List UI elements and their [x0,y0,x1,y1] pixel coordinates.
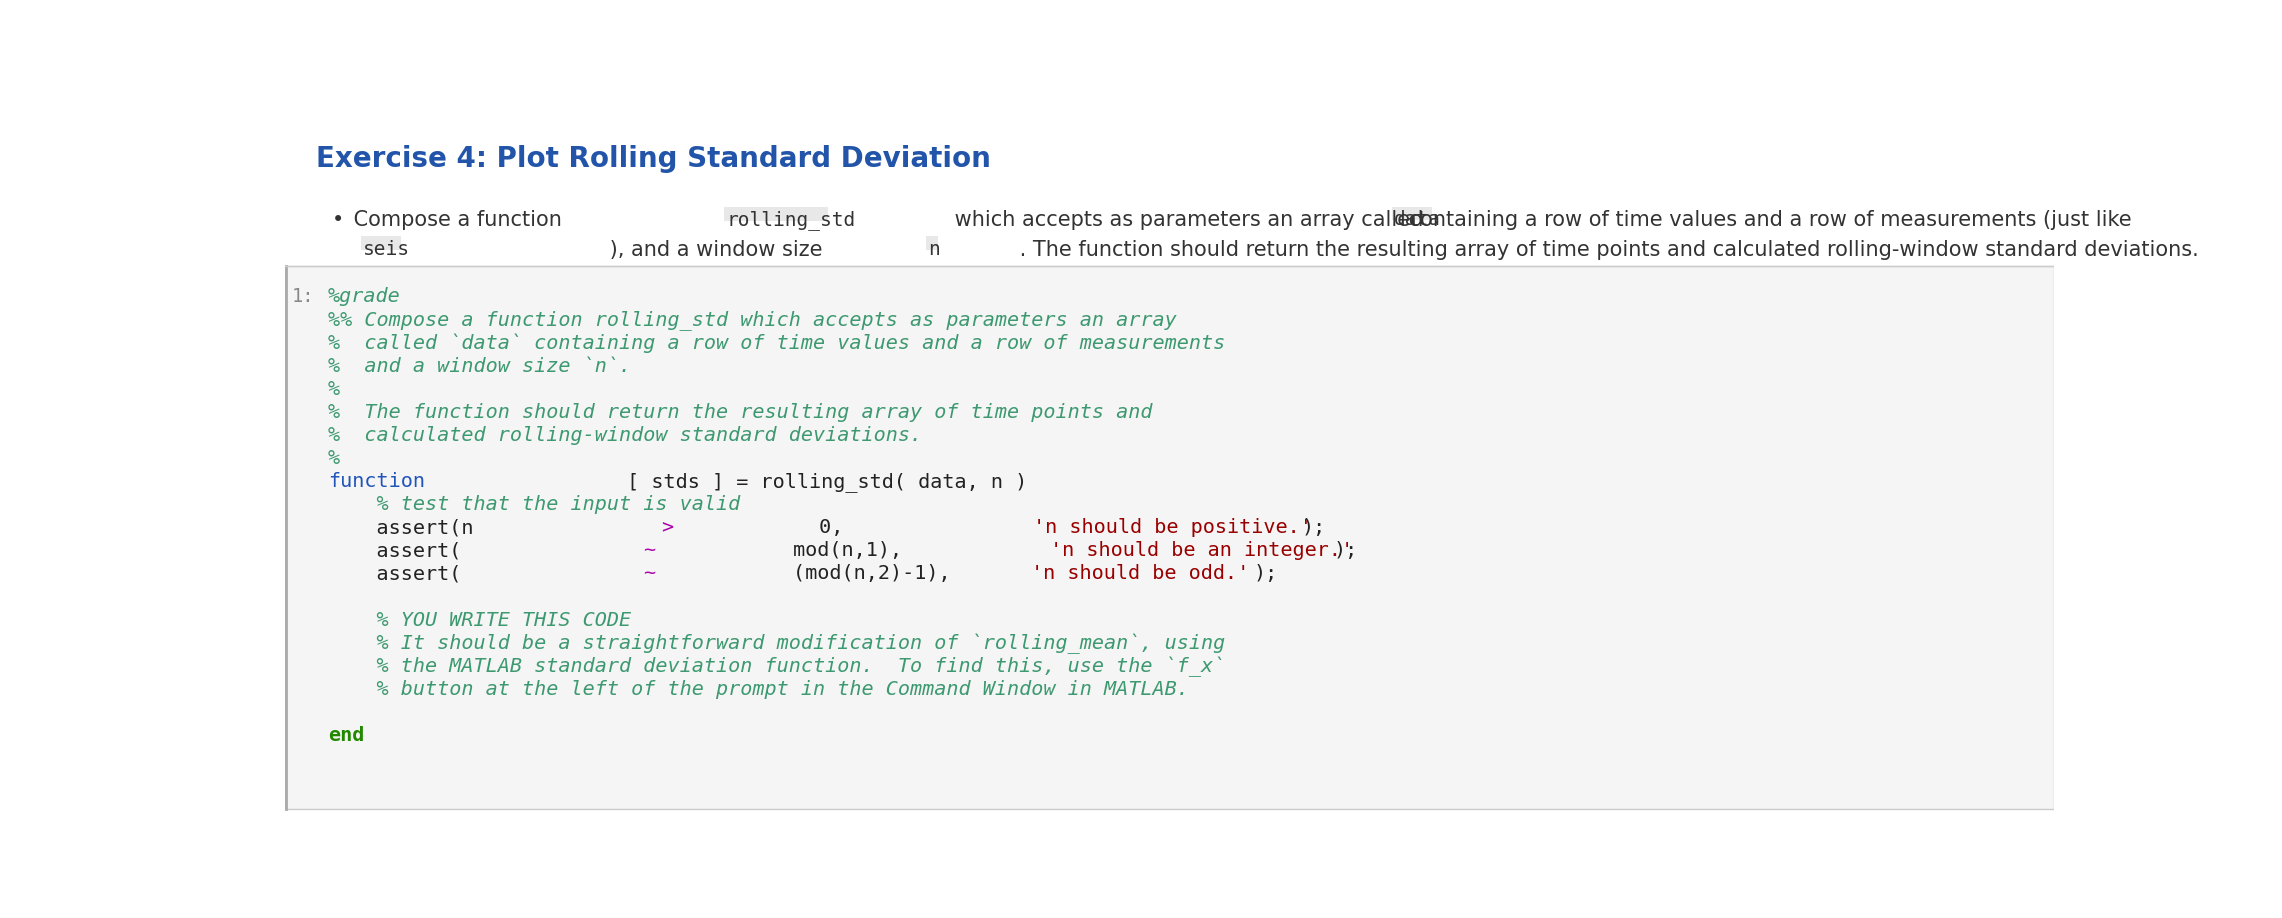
Text: % test that the input is valid: % test that the input is valid [329,495,739,514]
Text: mod(n,1),: mod(n,1), [792,542,986,560]
Text: end: end [329,726,365,745]
Text: data: data [1394,210,1440,230]
Text: %: % [329,449,340,468]
Text: %  calculated rolling-window standard deviations.: % calculated rolling-window standard dev… [329,426,922,445]
Text: %% Compose a function rolling_std which accepts as parameters an array: %% Compose a function rolling_std which … [329,310,1178,330]
Text: % the MATLAB standard deviation function.  To find this, use the `f_x`: % the MATLAB standard deviation function… [329,657,1225,677]
Text: assert(: assert( [329,542,461,560]
Text: 0,: 0, [808,519,965,537]
Text: assert(n: assert(n [329,519,486,537]
Text: (mod(n,2)-1),: (mod(n,2)-1), [792,565,963,584]
Text: % YOU WRITE THIS CODE: % YOU WRITE THIS CODE [329,610,632,630]
Text: %: % [329,380,340,398]
Text: 'n should be an integer.': 'n should be an integer.' [1050,542,1353,560]
Text: rolling_std: rolling_std [726,210,856,230]
Text: Exercise 4: Plot Rolling Standard Deviation: Exercise 4: Plot Rolling Standard Deviat… [317,145,990,173]
Text: % It should be a straightforward modification of `rolling_mean`, using: % It should be a straightforward modific… [329,633,1225,655]
Text: function: function [329,472,424,491]
FancyBboxPatch shape [926,237,938,250]
Text: %  called `data` containing a row of time values and a row of measurements: % called `data` containing a row of time… [329,333,1225,353]
Text: );: ); [1253,565,1278,584]
Text: n: n [929,240,940,259]
Text: 'n should be positive.': 'n should be positive.' [1034,519,1312,537]
FancyBboxPatch shape [723,207,828,221]
Text: seis: seis [363,240,411,259]
Text: );: ); [1303,519,1326,537]
Text: 1:: 1: [292,287,315,307]
Text: ), and a window size: ), and a window size [602,240,828,260]
Text: [ stds ] = rolling_std( data, n ): [ stds ] = rolling_std( data, n ) [614,472,1027,492]
FancyBboxPatch shape [285,265,2054,810]
Text: ~: ~ [644,542,655,560]
Text: containing a row of time values and a row of measurements (just like: containing a row of time values and a ro… [1401,210,2131,230]
Text: which accepts as parameters an array called: which accepts as parameters an array cal… [947,210,1431,230]
Text: );: ); [1335,542,1358,560]
Text: %grade: %grade [329,287,402,307]
FancyBboxPatch shape [361,237,402,250]
Text: % button at the left of the prompt in the Command Window in MATLAB.: % button at the left of the prompt in th… [329,680,1189,699]
Text: . The function should return the resulting array of time points and calculated r: . The function should return the resulti… [1013,240,2200,260]
Text: Compose a function: Compose a function [347,210,568,230]
Text: %  and a window size `n`.: % and a window size `n`. [329,356,632,375]
Text: 'n should be odd.': 'n should be odd.' [1031,565,1251,584]
FancyBboxPatch shape [1392,207,1431,220]
Text: assert(: assert( [329,565,461,584]
Text: >: > [662,519,673,537]
Text: %  The function should return the resulting array of time points and: % The function should return the resulti… [329,403,1152,421]
Text: ~: ~ [644,565,655,584]
Text: •: • [331,210,345,230]
